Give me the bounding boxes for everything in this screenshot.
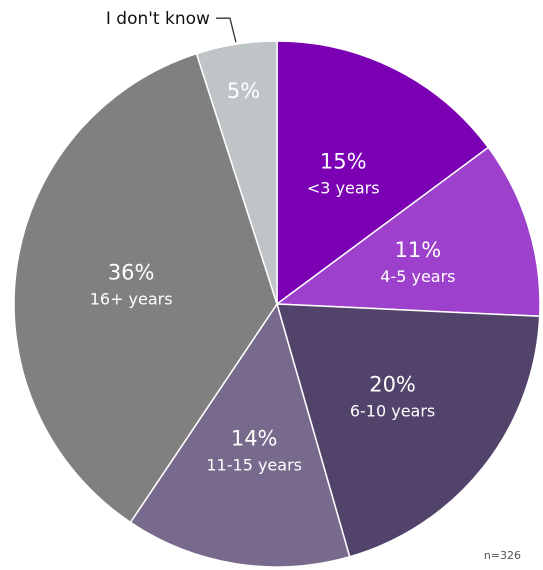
slice-percent-label: 5% [227,79,260,103]
slice-category-label: 4-5 years [380,267,455,286]
slice-category-label: <3 years [307,178,380,197]
slice-percent-label: 14% [231,427,278,451]
pie-slice [274,146,541,318]
slice-percent-label: 15% [320,149,367,173]
pie-slice [276,40,490,306]
slice-category-label: 16+ years [90,289,173,308]
leader-line [215,17,237,43]
slice-category-label: I don't know [106,9,210,29]
pie-slice [129,302,351,568]
slice-percent-label: 36% [108,260,155,284]
slice-category-label: 11-15 years [206,456,302,475]
slice-percent-label: 11% [395,238,442,262]
slice-category-label: 6-10 years [350,401,435,420]
pie-slice [195,40,278,305]
pie-slice [275,303,541,558]
slice-percent-label: 20% [369,372,416,396]
sample-size-note: n=326 [483,549,521,562]
pie-slice [13,52,278,524]
